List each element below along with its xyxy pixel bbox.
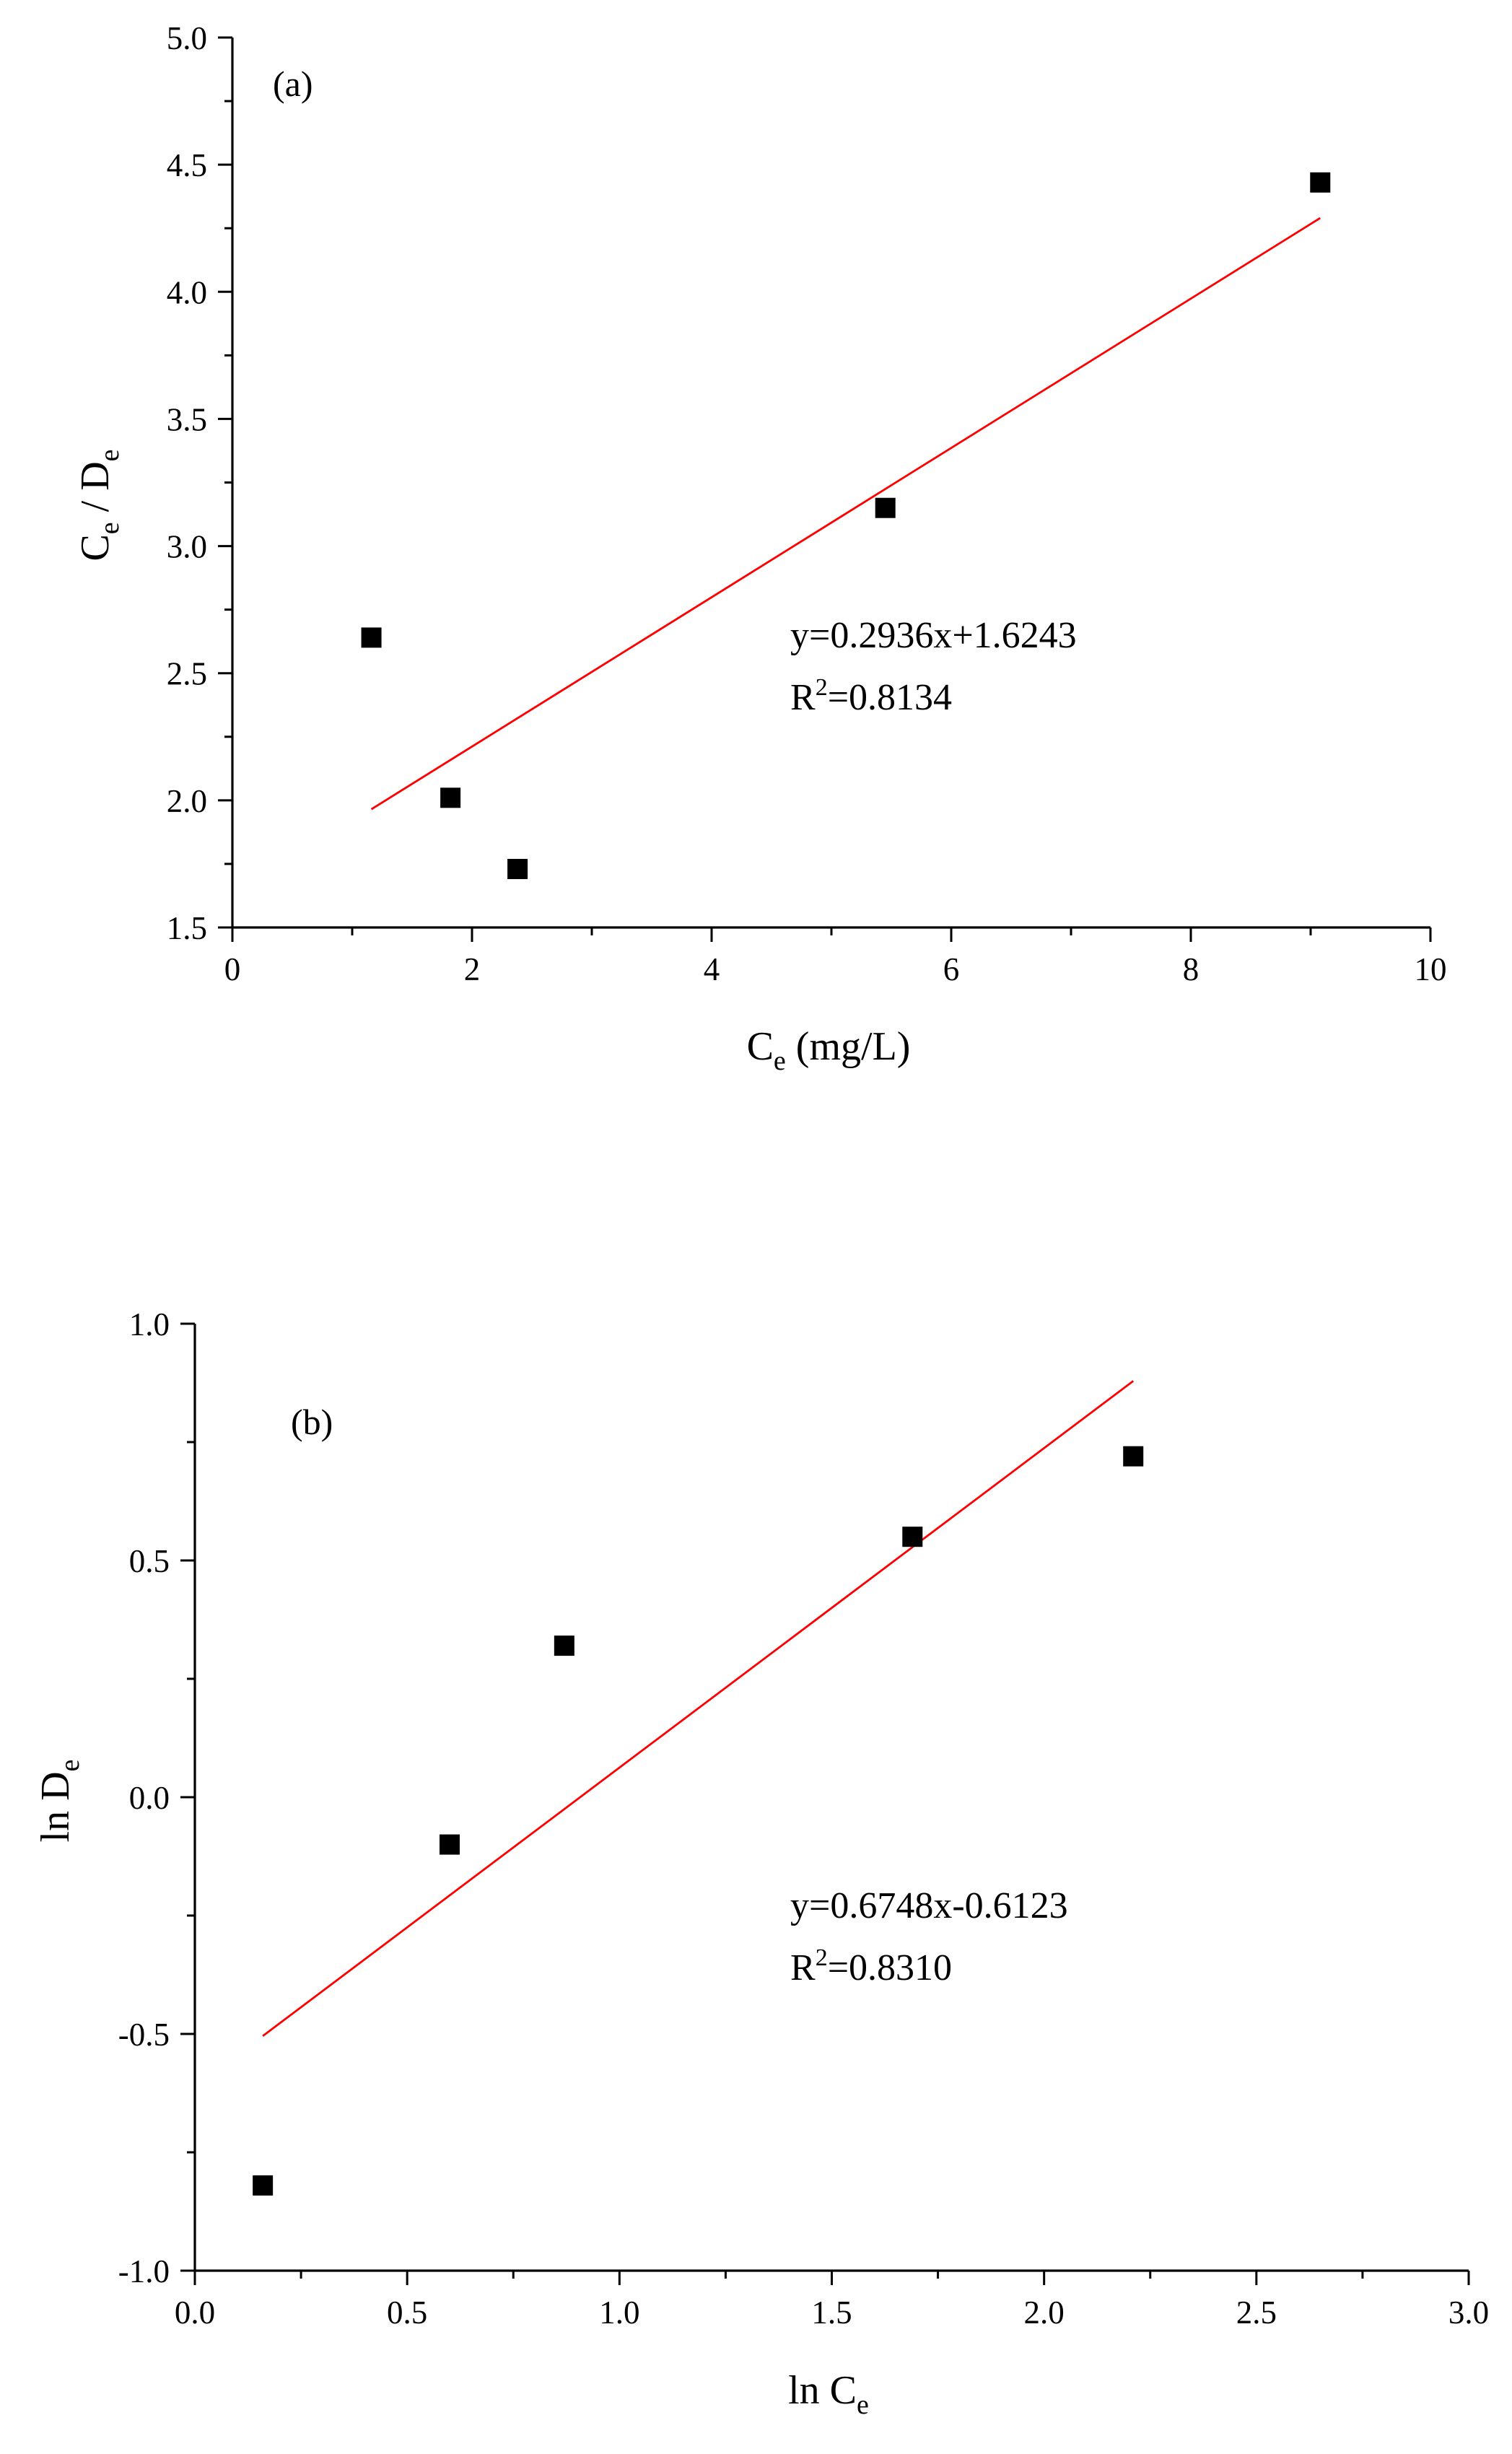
fit-line [370,217,1321,811]
panel-b-plot: 0.0 0.5 1.0 1.5 2.0 2.5 3.0 -1.0 -0.5 0.0 0.5 1.0 [118,1306,1489,2331]
data-point [507,858,528,879]
r2-value: =0.8310 [828,1947,952,1988]
panel-b: 0.0 0.5 1.0 1.5 2.0 2.5 3.0 -1.0 -0.5 0.0 0.5 1.0 (… [33,1306,1489,2420]
x-tick-label: 2.5 [1236,2294,1277,2331]
x-tick-label: 6 [943,951,960,987]
x-tick-label: 0 [224,951,241,987]
panel-a: 0 2 4 6 8 10 1.5 2.0 2.5 3.0 3.5 4.0 4.5 5.0 (a) y=0.… [73,20,1447,1076]
r2-superscript: 2 [816,1944,828,1971]
r2-superscript: 2 [816,674,828,701]
panel-b-y-axis-title: ln De [33,1760,85,1843]
data-point [902,1527,923,1547]
y-tick-label: 2.0 [167,783,207,819]
y-tick-label: 0.0 [129,1780,170,1816]
data-point [361,627,382,648]
panel-a-plot: 0 2 4 6 8 10 1.5 2.0 2.5 3.0 3.5 4.0 4.5 5.0 [167,20,1447,987]
y-tick-label: 5.0 [167,20,207,56]
panel-b-x-axis-title: ln Ce [788,2368,869,2420]
data-point [1123,1446,1144,1467]
x-tick-label: 2.0 [1024,2294,1065,2331]
panel-a-equation: y=0.2936x+1.6243 [790,615,1077,656]
x-tick-label: 8 [1183,951,1199,987]
data-point [554,1636,574,1656]
fit-line [262,1380,1135,2037]
x-title-base: ln C [788,2368,857,2413]
y-title-part-2: / D [73,461,118,522]
panel-a-r-squared: R2=0.8134 [790,674,952,718]
x-tick-label: 1.0 [599,2294,639,2331]
r2-prefix: R [790,1947,816,1988]
panel-a-label: (a) [273,64,313,104]
x-tick-label: 1.5 [811,2294,852,2331]
x-tick-label: 2 [464,951,481,987]
x-title-unit: (mg/L) [786,1024,911,1069]
y-tick-label: 4.0 [167,274,207,310]
y-tick-label: -0.5 [118,2017,170,2053]
panel-a-y-axis-title: Ce / De [73,449,125,561]
x-title-subscript: e [857,2390,869,2420]
x-tick-label: 0.0 [175,2294,215,2331]
x-tick-label: 0.5 [387,2294,427,2331]
y-title-subscript-1: e [95,522,125,534]
y-title-subscript-2: e [95,449,125,461]
y-title-part-1: C [73,534,118,561]
y-tick-label: 4.5 [167,147,207,183]
y-tick-label: 3.5 [167,401,207,437]
x-title-base: C [747,1024,774,1069]
panel-b-label: (b) [291,1402,333,1442]
x-tick-label: 10 [1415,951,1447,987]
r2-value: =0.8134 [828,677,952,718]
y-title-part-1: ln D [33,1771,78,1842]
data-point [440,1834,460,1855]
data-point [875,497,896,518]
r2-prefix: R [790,677,816,718]
data-point [253,2175,274,2196]
x-title-subscript: e [774,1046,786,1076]
data-point [440,787,461,808]
y-tick-label: -1.0 [118,2253,170,2289]
y-tick-label: 2.5 [167,656,207,692]
x-tick-label: 3.0 [1448,2294,1489,2331]
panel-b-r-squared: R2=0.8310 [790,1944,952,1988]
panel-b-equation: y=0.6748x-0.6123 [790,1885,1068,1926]
y-tick-label: 0.5 [129,1543,170,1579]
y-tick-label: 1.5 [167,910,207,946]
y-tick-label: 1.0 [129,1306,170,1342]
x-tick-label: 4 [704,951,720,987]
y-tick-label: 3.0 [167,529,207,565]
data-point [1310,172,1331,193]
y-title-subscript-1: e [55,1760,85,1772]
panel-a-x-axis-title: Ce (mg/L) [747,1024,911,1076]
